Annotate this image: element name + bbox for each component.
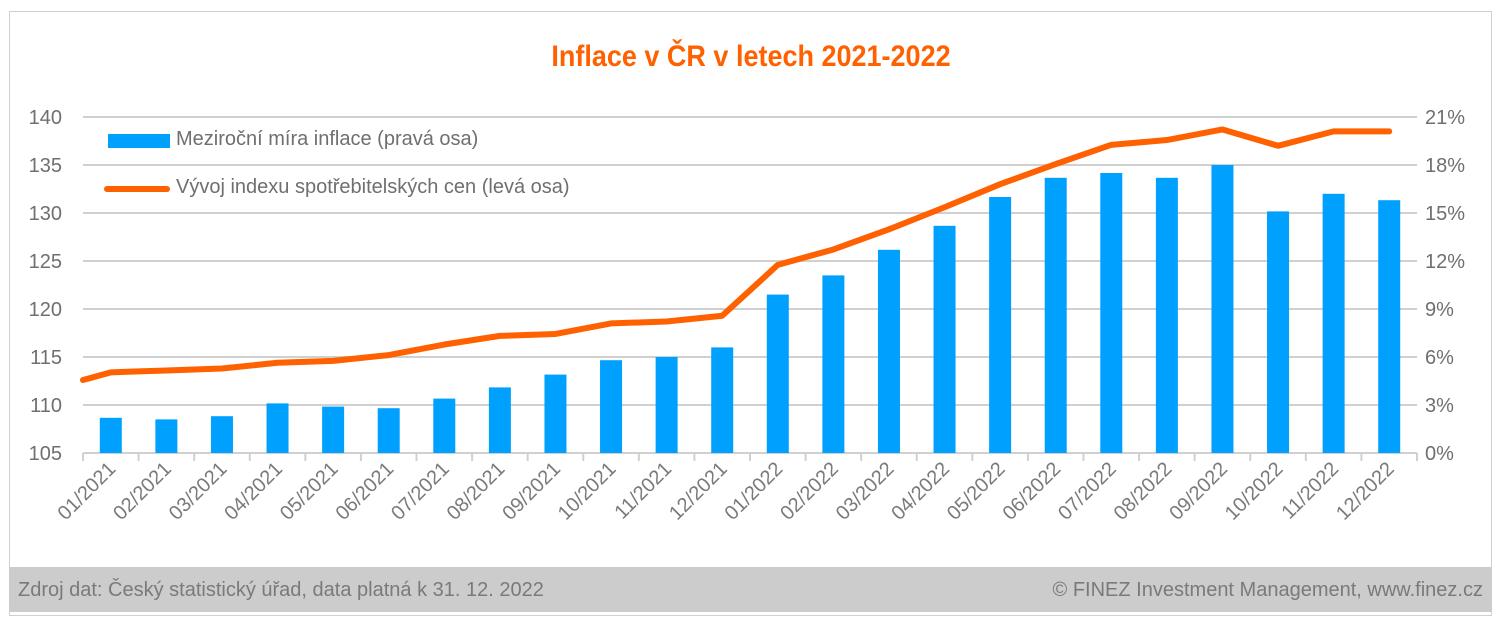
x-tick-label: 05/2022 [943, 458, 1010, 525]
x-tick-label: 07/2022 [1054, 458, 1121, 525]
x-tick-label: 01/2022 [721, 458, 788, 525]
left-axis-label: 135 [29, 155, 62, 177]
right-axis-label: 3% [1425, 395, 1454, 417]
x-tick-label: 01/2021 [54, 458, 121, 525]
x-tick-label: 06/2021 [332, 458, 399, 525]
bar [377, 408, 400, 453]
x-tick-label: 04/2022 [887, 458, 954, 525]
bar [266, 403, 289, 453]
bar [1267, 211, 1290, 453]
left-axis-label: 140 [29, 107, 62, 129]
bar [989, 197, 1012, 453]
x-tick-label: 04/2021 [220, 458, 287, 525]
x-tick-label: 12/2022 [1332, 458, 1399, 525]
bar [1044, 177, 1067, 454]
bar [711, 347, 734, 453]
left-axis-label: 110 [30, 395, 62, 417]
bar [322, 406, 345, 453]
x-tick-label: 02/2021 [109, 458, 176, 525]
x-tick-label: 07/2021 [387, 458, 454, 525]
legend-label-bar: Meziroční míra inflace (pravá osa) [176, 128, 479, 150]
source-note: Zdroj dat: Český statistický úřad, data … [18, 579, 544, 601]
bar [766, 294, 789, 453]
legend-swatch-line [104, 186, 170, 192]
bar [544, 374, 567, 453]
bar [1211, 165, 1234, 453]
bar [1378, 200, 1401, 453]
chart-frame [9, 11, 1492, 616]
legend-swatch-bar [108, 134, 170, 148]
x-tick-label: 10/2022 [1221, 458, 1288, 525]
chart-title: Inflace v ČR v letech 2021-2022 [551, 40, 951, 73]
bar [1322, 193, 1345, 454]
left-axis-label: 130 [29, 203, 62, 225]
x-tick-label: 03/2021 [165, 458, 232, 525]
x-tick-label: 03/2022 [832, 458, 899, 525]
right-axis-label: 0% [1425, 443, 1454, 465]
x-tick-label: 12/2021 [665, 458, 732, 525]
bar [933, 225, 956, 453]
bar [1155, 177, 1178, 454]
x-tick-label: 02/2022 [776, 458, 843, 525]
x-tick-label: 09/2022 [1165, 458, 1232, 525]
footer-bar: Zdroj dat: Český statistický úřad, data … [9, 567, 1492, 612]
right-axis-label: 15% [1425, 203, 1465, 225]
x-tick-label: 08/2021 [443, 458, 510, 525]
left-axis-label: 115 [30, 347, 62, 369]
left-axis-label: 125 [29, 251, 62, 273]
legend-label-line: Vývoj indexu spotřebitelských cen (levá … [176, 176, 570, 198]
bar [655, 357, 678, 453]
bar [155, 419, 178, 453]
x-tick-label: 10/2021 [554, 458, 621, 525]
right-axis-label: 21% [1425, 107, 1465, 129]
x-tick-label: 05/2021 [276, 458, 343, 525]
x-tick-label: 09/2021 [498, 458, 565, 525]
right-axis-label: 6% [1425, 347, 1454, 369]
bar [1100, 173, 1123, 453]
cpi-line [80, 126, 1393, 384]
right-axis-label: 18% [1425, 155, 1465, 177]
right-axis-label: 12% [1425, 251, 1465, 273]
copyright-note: © FINEZ Investment Management, www.finez… [1052, 579, 1483, 601]
x-tick-label: 11/2021 [611, 458, 677, 524]
bar [99, 417, 122, 453]
bar [210, 416, 233, 453]
bar [433, 398, 456, 453]
x-tick-label: 11/2022 [1278, 458, 1344, 524]
x-tick-label: 08/2022 [1110, 458, 1177, 525]
left-axis-label: 105 [29, 443, 62, 465]
x-tick-label: 06/2022 [999, 458, 1066, 525]
right-axis-label: 9% [1425, 299, 1454, 321]
bar [822, 275, 845, 453]
bar [488, 387, 511, 453]
bar [877, 249, 900, 453]
bar [600, 360, 623, 453]
left-axis-label: 120 [29, 299, 62, 321]
